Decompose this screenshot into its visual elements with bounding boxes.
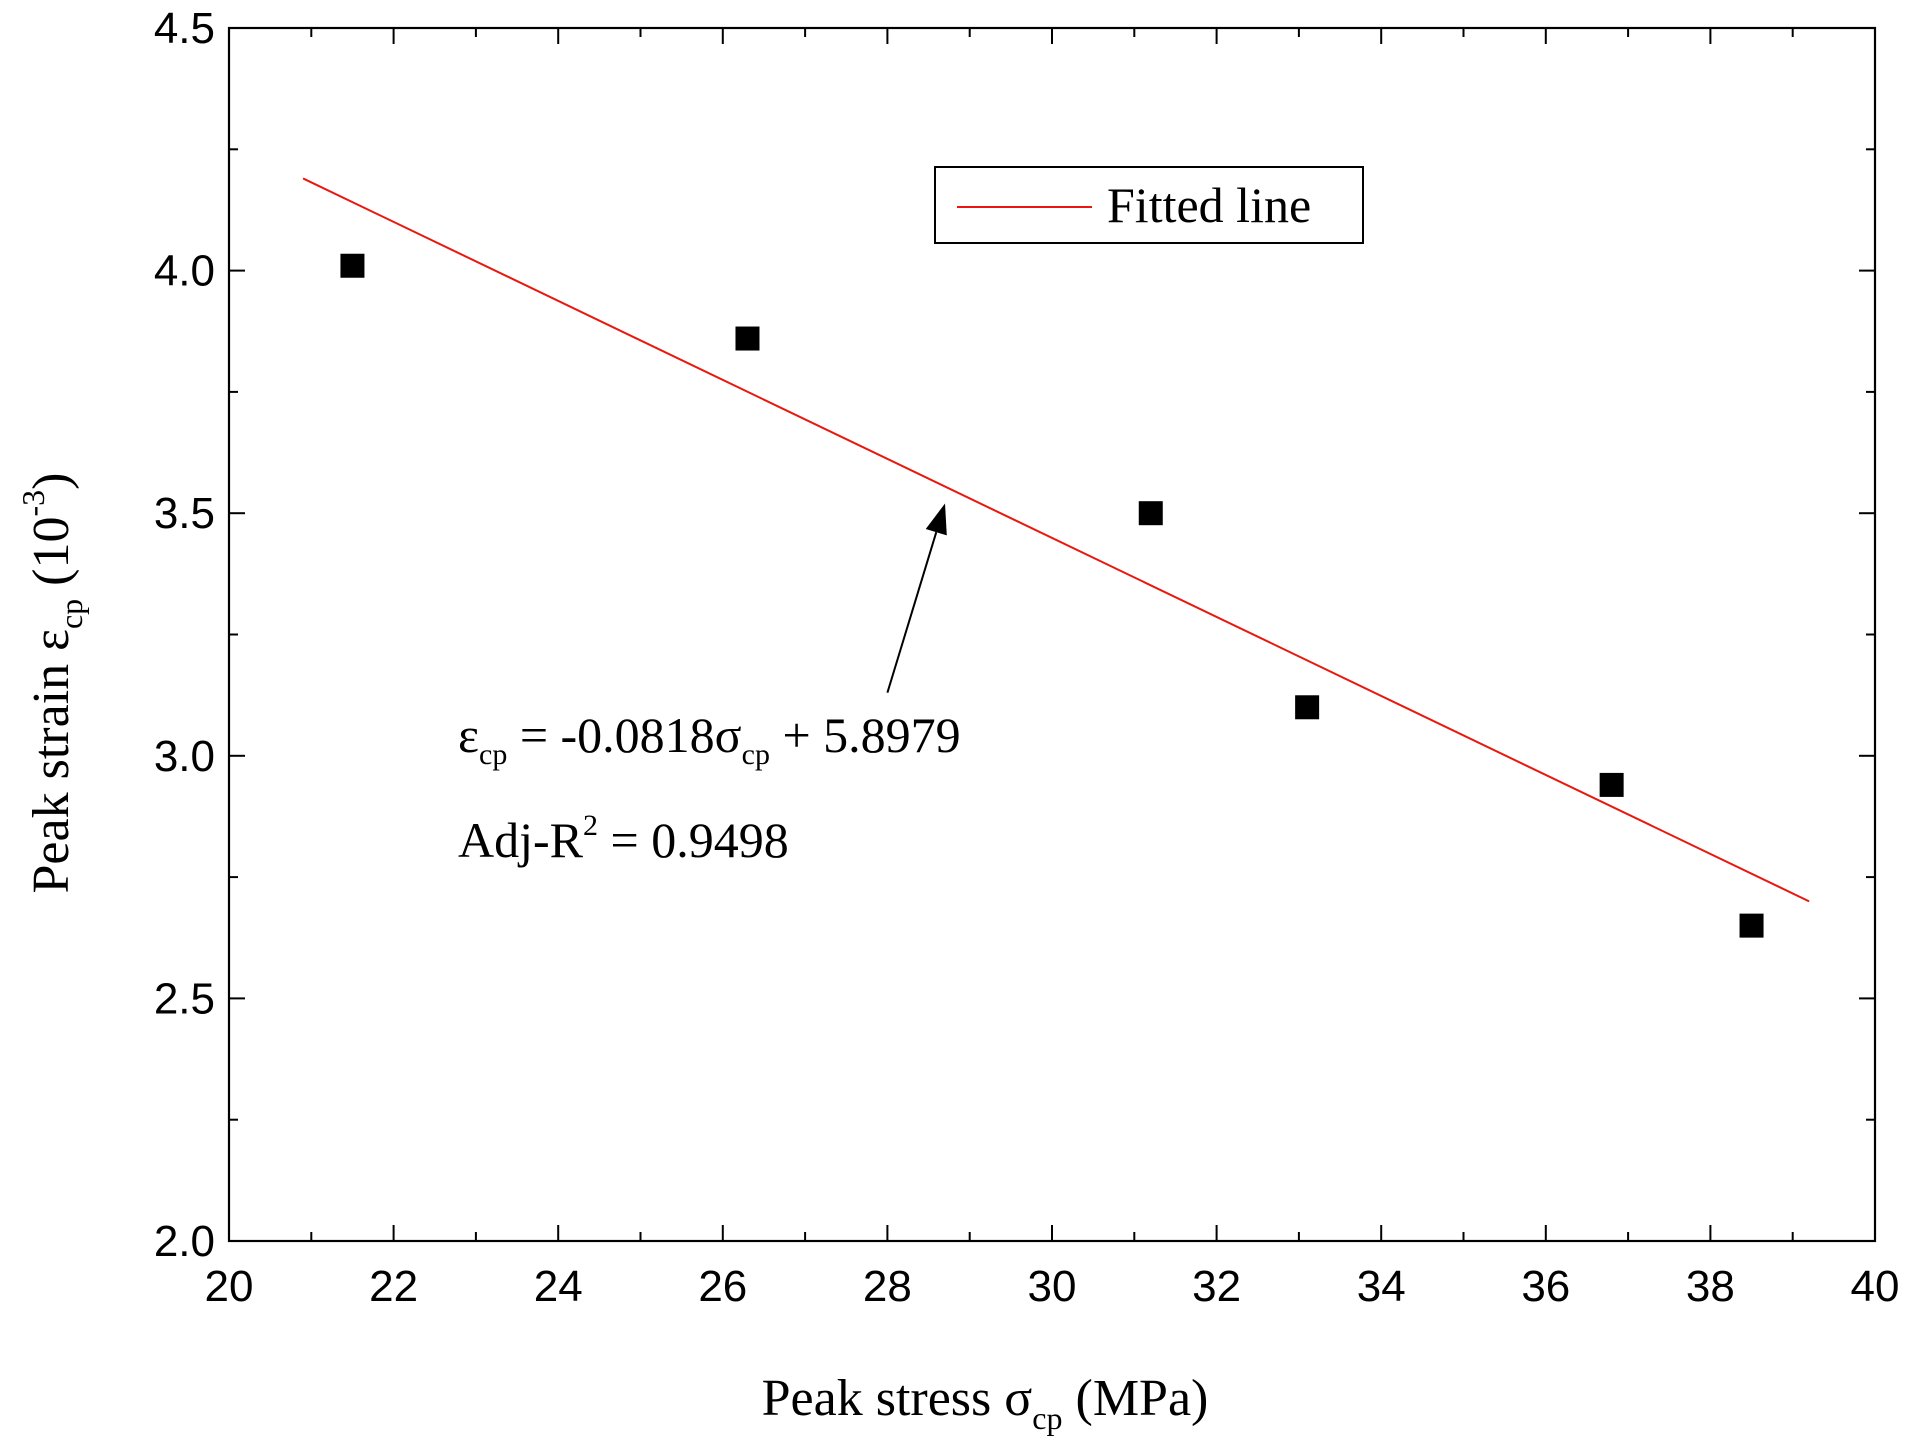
data-point	[735, 326, 760, 351]
x-axis-title-unit: (MPa)	[1063, 1370, 1209, 1427]
x-tick-label: 30	[1028, 1262, 1077, 1311]
y-tick-label: 3.0	[154, 732, 215, 781]
equation-sigma-sub: cp	[742, 738, 770, 771]
x-tick-label: 24	[534, 1262, 583, 1311]
r2-superscript: 2	[583, 809, 598, 842]
data-point	[1295, 695, 1320, 720]
legend: Fitted line	[934, 166, 1364, 244]
legend-label-fitted-line: Fitted line	[1107, 177, 1311, 233]
x-axis-title: Peak stress σcp (MPa)	[762, 1370, 1209, 1436]
y-axis-title-unit-open: (10	[23, 517, 80, 599]
data-point	[340, 253, 365, 278]
x-tick-label: 36	[1521, 1262, 1570, 1311]
y-tick-label: 4.5	[154, 4, 215, 53]
equation-intercept: + 5.8979	[770, 707, 961, 763]
x-tick-label: 40	[1851, 1262, 1900, 1311]
x-axis-title-sub: cp	[1032, 1400, 1062, 1436]
y-axis-title: Peak strain εcp (10-3)	[15, 473, 89, 894]
fitted-line	[302, 177, 1810, 903]
x-axis-title-main: Peak stress σ	[762, 1370, 1033, 1427]
data-point	[1739, 913, 1764, 938]
plot-area: 20 22 24 26 28 30 32 34 36 38 40 2.0 2.5 3.0 3.5 4.0 4.5	[154, 4, 1900, 1311]
annotation-arrow-head	[925, 503, 947, 536]
r2-label: Adj-R	[458, 812, 584, 868]
x-tick-label: 28	[863, 1262, 912, 1311]
y-tick-label: 2.0	[154, 1217, 215, 1266]
r2-annotation: Adj-R2 = 0.9498	[458, 809, 789, 868]
y-tick-label: 4.0	[154, 247, 215, 296]
y-axis-title-sup: -3	[15, 490, 51, 517]
x-tick-label: 34	[1357, 1262, 1406, 1311]
x-tick-label: 20	[205, 1262, 254, 1311]
annotation-arrow-shaft	[886, 531, 938, 694]
x-tick-label: 26	[698, 1262, 747, 1311]
equation-annotation: εcp = -0.0818σcp + 5.8979	[458, 707, 961, 771]
x-tick-label: 22	[369, 1262, 418, 1311]
x-tick-label: 38	[1686, 1262, 1735, 1311]
data-point	[1138, 501, 1163, 526]
x-tick-label: 32	[1192, 1262, 1241, 1311]
y-axis-title-sub: cp	[53, 599, 89, 629]
equation-epsilon: ε	[458, 707, 479, 763]
data-point	[1599, 772, 1624, 797]
r2-value: = 0.9498	[598, 812, 789, 868]
y-tick-label: 2.5	[154, 974, 215, 1023]
y-tick-label: 3.5	[154, 489, 215, 538]
equation-epsilon-sub: cp	[479, 738, 507, 771]
y-axis-title-unit-close: )	[23, 473, 80, 490]
equation-middle: = -0.0818σ	[507, 707, 741, 763]
y-axis-title-main: Peak strain ε	[23, 629, 80, 893]
legend-box	[934, 166, 1364, 244]
